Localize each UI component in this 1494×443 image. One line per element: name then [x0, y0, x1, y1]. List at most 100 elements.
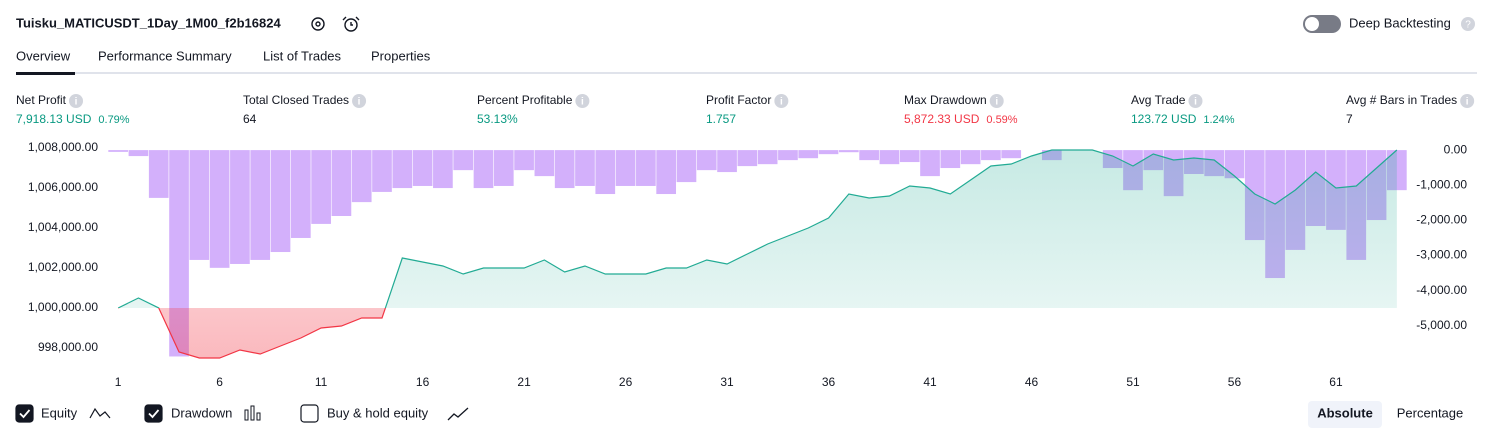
checkmark: [148, 409, 160, 419]
checkbox-box: [15, 404, 34, 423]
metric-value: 53.13%: [477, 112, 518, 126]
tab[interactable]: List of Trades: [263, 48, 342, 63]
y2-tick-label: -4,000.00: [1416, 283, 1467, 297]
drawdown-bar: [473, 150, 494, 189]
drawdown-bar: [453, 150, 474, 171]
metric-label: Percent Profitable: [477, 93, 573, 107]
info-glyph: i: [581, 97, 584, 108]
y-tick-label: 1,006,000.00: [28, 180, 98, 194]
y-tick-label: 1,004,000.00: [28, 220, 98, 234]
equity-icon: [89, 407, 111, 419]
metric-percent: 1.24%: [1203, 114, 1234, 126]
x-tick-label: 46: [1025, 375, 1039, 389]
tab[interactable]: Performance Summary: [98, 48, 232, 63]
drawdown-bar: [230, 150, 250, 264]
drawdown-bar: [920, 150, 940, 177]
drawdown-bar: [311, 150, 331, 224]
info-icon[interactable]: i: [774, 94, 789, 108]
drawdown-bar: [270, 150, 291, 253]
info-icon[interactable]: i: [1460, 94, 1475, 108]
x-tick-label: 16: [416, 375, 430, 389]
help-icon[interactable]: ?: [1461, 17, 1475, 31]
legend-label: Equity: [41, 405, 78, 420]
tab-underline: [16, 72, 75, 75]
deep-backtesting-switch[interactable]: [1303, 15, 1341, 33]
mode-button[interactable]: Percentage: [1397, 405, 1464, 420]
drawdown-icon: [244, 405, 261, 421]
info-glyph: i: [995, 97, 998, 108]
info-circle: [1460, 94, 1475, 108]
tab[interactable]: Overview: [16, 48, 71, 63]
metric-label: Max Drawdown: [904, 93, 987, 107]
x-tick-label: 31: [720, 375, 734, 389]
legend-label: Buy & hold equity: [327, 405, 429, 420]
drawdown-bar: [433, 150, 453, 189]
drawdown-bar: [250, 150, 271, 260]
deep-backtesting-label: Deep Backtesting: [1349, 15, 1451, 30]
info-icon[interactable]: i: [575, 94, 590, 108]
info-icon[interactable]: i: [989, 94, 1004, 108]
y2-tick-label: -2,000.00: [1416, 213, 1467, 227]
y-tick-label: 998,000.00: [38, 340, 98, 354]
info-circle: [989, 94, 1004, 108]
drawdown-bar: [960, 150, 981, 165]
checkbox[interactable]: [15, 404, 34, 423]
drawdown-bar: [128, 150, 149, 157]
x-tick-label: 21: [517, 375, 531, 389]
y-tick-label: 1,000,000.00: [28, 300, 98, 314]
drawdown-bar: [615, 150, 636, 186]
info-circle: [1188, 94, 1203, 108]
mode-selected-bg[interactable]: [1308, 401, 1382, 428]
checkmark: [19, 409, 31, 419]
info-circle: [575, 94, 590, 108]
drawdown-bar: [981, 150, 1001, 161]
metric-label: Total Closed Trades: [243, 93, 349, 107]
metric-value: 64: [243, 112, 257, 126]
drawdown-bar: [493, 150, 514, 186]
tab[interactable]: Properties: [371, 48, 431, 63]
alert-icon[interactable]: [342, 16, 360, 32]
buyhold-icon: [447, 407, 469, 421]
drawdown-bar: [899, 150, 920, 163]
info-icon[interactable]: i: [352, 94, 367, 108]
equity-area-up: [118, 150, 1397, 308]
info-glyph: i: [1194, 97, 1197, 108]
drawdown-bar: [1224, 150, 1245, 179]
y2-tick-label: -3,000.00: [1416, 248, 1467, 262]
info-circle: [774, 94, 789, 108]
settings-icon[interactable]: [311, 17, 325, 31]
info-icon[interactable]: i: [69, 94, 84, 108]
metric-value: 123.72 USD: [1131, 112, 1197, 126]
drawdown-bar: [351, 150, 372, 203]
x-tick-label: 41: [923, 375, 937, 389]
drawdown-bar: [372, 150, 392, 192]
checkbox[interactable]: [300, 404, 319, 423]
equity-line: [117, 149, 1398, 308]
drawdown-bar: [636, 150, 656, 186]
checkbox-box: [144, 404, 163, 423]
info-circle: [352, 94, 367, 108]
info-icon[interactable]: i: [1188, 94, 1203, 108]
info-glyph: i: [75, 97, 78, 108]
drawdown-bar: [169, 150, 189, 357]
drawdown-bar: [859, 150, 879, 161]
x-tick-label: 26: [619, 375, 633, 389]
equity-area-down: [118, 308, 1397, 358]
drawdown-bar: [838, 150, 859, 153]
metric-value: 7: [1346, 112, 1353, 126]
metric-percent: 0.79%: [98, 114, 129, 126]
drawdown-bar: [412, 150, 433, 186]
metric-percent: 0.59%: [986, 114, 1017, 126]
drawdown-bar: [534, 150, 555, 177]
checkbox-box: [300, 404, 319, 423]
metric-label: Profit Factor: [706, 93, 771, 107]
info-glyph: i: [1466, 97, 1469, 108]
metric-value: 1.757: [706, 112, 736, 126]
drawdown-bar: [717, 150, 737, 173]
drawdown-bar: [189, 150, 210, 260]
checkbox[interactable]: [144, 404, 163, 423]
drawdown-bar: [595, 150, 616, 195]
mode-button[interactable]: Absolute: [1317, 405, 1373, 420]
x-tick-label: 6: [216, 375, 223, 389]
drawdown-bar: [757, 150, 778, 165]
